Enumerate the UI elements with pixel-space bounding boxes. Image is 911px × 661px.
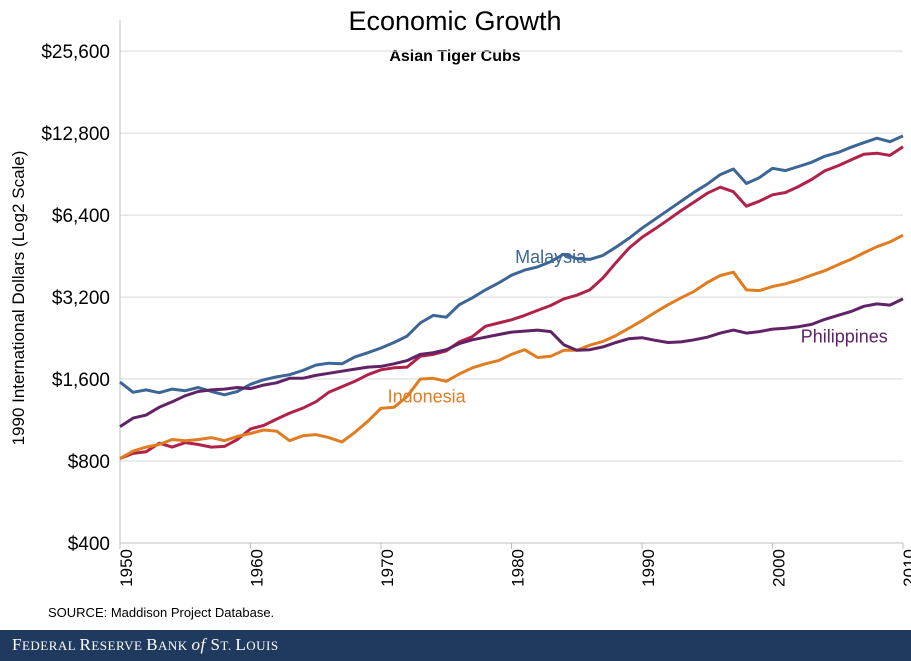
- x-tick-label: 1970: [378, 549, 397, 587]
- footer-banner: FEDERAL RESERVE BANK of ST. LOUIS: [0, 630, 911, 661]
- x-tick-label: 1950: [117, 549, 136, 587]
- series-line-indonesia: [119, 233, 904, 460]
- y-tick-label: $6,400: [52, 206, 110, 227]
- x-axis-ticks: 1950 1960 1970 1980 1990 2000 2010: [117, 543, 911, 587]
- line-chart: Economic Growth Asian Tiger Cubs $400 $80…: [9, 6, 911, 620]
- series-label-malaysia: Malaysia: [515, 247, 587, 267]
- y-tick-label: $400: [68, 534, 110, 555]
- x-tick-label: 1960: [248, 549, 267, 587]
- y-tick-label: $1,600: [52, 370, 110, 391]
- series-line-malaysia: [119, 134, 904, 397]
- y-tick-label: $25,600: [41, 42, 110, 63]
- y-axis-ticks: $400 $800 $1,600 $3,200 $6,400 $12,800 $25,600: [41, 42, 110, 555]
- y-axis-label: 1990 International Dollars (Log2 Scale): [9, 151, 28, 446]
- y-tick-label: $800: [68, 452, 110, 473]
- chart-title: Economic Growth: [348, 6, 561, 36]
- chart-subtitle: Asian Tiger Cubs: [389, 48, 520, 65]
- x-tick-label: 2010: [900, 549, 911, 587]
- series-group: [119, 134, 904, 460]
- x-tick-label: 2000: [770, 549, 789, 587]
- series-labels: MalaysiaThailandIndonesiaPhilippines: [388, 247, 888, 407]
- axes: [119, 20, 903, 544]
- series-line-thailand: [119, 145, 904, 460]
- y-tick-label: $3,200: [52, 288, 110, 309]
- y-tick-label: $12,800: [41, 124, 110, 145]
- x-tick-label: 1990: [639, 549, 658, 587]
- x-tick-label: 1980: [509, 549, 528, 587]
- footer-logo-text: FEDERAL RESERVE BANK of ST. LOUIS: [12, 635, 279, 654]
- series-label-philippines: Philippines: [801, 326, 888, 346]
- gridlines: [120, 50, 903, 462]
- series-label-indonesia: Indonesia: [388, 387, 467, 407]
- source-note: SOURCE: Maddison Project Database.: [48, 605, 274, 620]
- series-line-philippines: [119, 297, 904, 428]
